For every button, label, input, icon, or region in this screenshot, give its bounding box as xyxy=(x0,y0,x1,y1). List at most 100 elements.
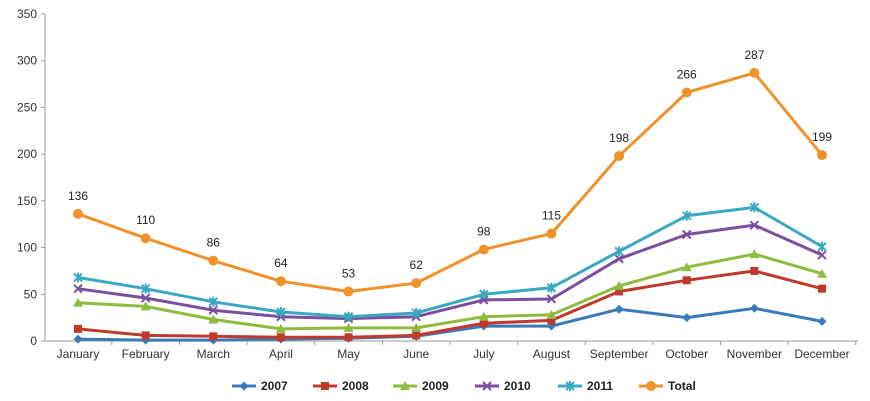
point-2011-march xyxy=(208,296,218,307)
series-line-2009 xyxy=(77,252,823,331)
legend-marker-2008 xyxy=(321,382,329,390)
legend-marker-2007 xyxy=(239,381,249,391)
point-2008-march xyxy=(209,332,218,341)
legend-marker-2009 xyxy=(400,381,410,390)
x-tick-label: March xyxy=(197,347,230,361)
data-label-total: 86 xyxy=(207,236,221,250)
point-2011-april xyxy=(276,307,286,318)
point-2009-december xyxy=(817,268,827,278)
point-2007-november xyxy=(749,303,759,313)
point-2008-november xyxy=(750,266,759,275)
series-group xyxy=(73,67,827,345)
legend-label-2010: 2010 xyxy=(504,379,531,393)
series-line-2008 xyxy=(77,269,823,339)
y-tick-label: 250 xyxy=(17,100,37,114)
legend-marker-2011 xyxy=(565,381,575,391)
point-total-march xyxy=(208,255,219,266)
point-total-august xyxy=(546,228,557,239)
point-total-may xyxy=(343,286,354,297)
series-2010 xyxy=(73,220,827,324)
point-2008-april xyxy=(276,333,285,342)
x-tick-label: November xyxy=(727,347,782,361)
point-2009-january xyxy=(73,297,83,307)
point-2011-june xyxy=(411,307,421,318)
point-2008-february xyxy=(141,331,150,340)
legend-label-2007: 2007 xyxy=(261,379,288,393)
point-2008-september xyxy=(615,287,624,296)
legend-label-2008: 2008 xyxy=(342,379,369,393)
point-2011-august xyxy=(546,282,557,293)
point-2011-february xyxy=(140,283,151,294)
point-2011-january xyxy=(73,272,83,283)
point-2011-may xyxy=(343,311,354,322)
y-tick-label: 150 xyxy=(17,194,37,208)
series-2009 xyxy=(73,249,827,333)
point-2008-january xyxy=(74,324,82,333)
legend: 2007 2008 2009 2010 2011 Total xyxy=(232,379,696,393)
point-2009-june xyxy=(411,322,422,332)
x-tick-label: August xyxy=(533,347,571,361)
x-tick-label: December xyxy=(794,347,849,361)
point-2007-december xyxy=(817,316,827,326)
point-2011-september xyxy=(614,246,624,257)
y-tick-label: 200 xyxy=(17,147,37,161)
legend-item-2009: 2009 xyxy=(393,379,449,393)
legend-label-2011: 2011 xyxy=(587,379,613,393)
y-tick-label: 350 xyxy=(17,7,37,21)
point-2011-november xyxy=(749,202,760,213)
series-2007 xyxy=(73,303,827,345)
point-2007-october xyxy=(682,313,692,323)
data-label-total: 62 xyxy=(410,258,424,272)
series-line-total xyxy=(77,71,824,293)
series-2011 xyxy=(73,202,827,322)
point-2007-september xyxy=(614,304,624,314)
series-line-2010 xyxy=(77,223,823,321)
point-total-october xyxy=(681,87,692,98)
y-axis-ticks: 0 50 100 150 200 250 300 350 xyxy=(17,7,45,348)
point-2009-april xyxy=(275,323,286,333)
point-2010-january xyxy=(73,283,83,294)
point-2011-october xyxy=(682,210,692,221)
point-2007-january xyxy=(73,334,83,344)
point-2010-october xyxy=(682,229,692,240)
data-label-total: 98 xyxy=(477,224,491,238)
x-tick-label: July xyxy=(473,347,494,361)
point-2010-march xyxy=(208,305,218,315)
series-total xyxy=(73,67,827,297)
point-2009-february xyxy=(140,301,151,311)
data-label-total: 199 xyxy=(812,130,832,144)
point-2009-march xyxy=(208,314,219,324)
x-tick-label: February xyxy=(122,347,170,361)
legend-marker-total xyxy=(646,381,656,391)
point-2010-december xyxy=(817,250,827,260)
point-2008-december xyxy=(818,284,826,293)
x-tick-label: May xyxy=(337,347,360,361)
point-2010-november xyxy=(749,220,760,230)
point-2010-august xyxy=(546,294,557,304)
legend-item-2011: 2011 xyxy=(558,379,613,393)
legend-item-2007: 2007 xyxy=(232,379,288,393)
point-total-september xyxy=(614,151,625,162)
data-label-total: 287 xyxy=(744,48,764,62)
data-label-total: 110 xyxy=(136,213,155,227)
x-tick-label: October xyxy=(665,347,708,361)
x-tick-label: April xyxy=(269,347,293,361)
x-tick-label: June xyxy=(403,347,429,361)
data-label-total: 53 xyxy=(342,266,356,280)
series-line-2011 xyxy=(77,205,823,319)
point-2009-october xyxy=(681,262,692,272)
x-axis-ticks: January February March April May June July Augu… xyxy=(57,341,857,361)
point-total-november xyxy=(749,67,760,78)
point-2009-may xyxy=(343,322,354,332)
point-total-february xyxy=(140,233,151,244)
point-2008-july xyxy=(479,319,488,328)
data-label-total: 266 xyxy=(677,67,697,81)
point-2009-july xyxy=(478,311,489,321)
legend-item-2008: 2008 xyxy=(313,379,369,393)
point-2009-august xyxy=(546,309,557,319)
point-2010-february xyxy=(140,293,151,303)
point-2011-july xyxy=(479,289,489,300)
y-tick-label: 50 xyxy=(24,287,38,301)
legend-item-2010: 2010 xyxy=(475,379,531,393)
